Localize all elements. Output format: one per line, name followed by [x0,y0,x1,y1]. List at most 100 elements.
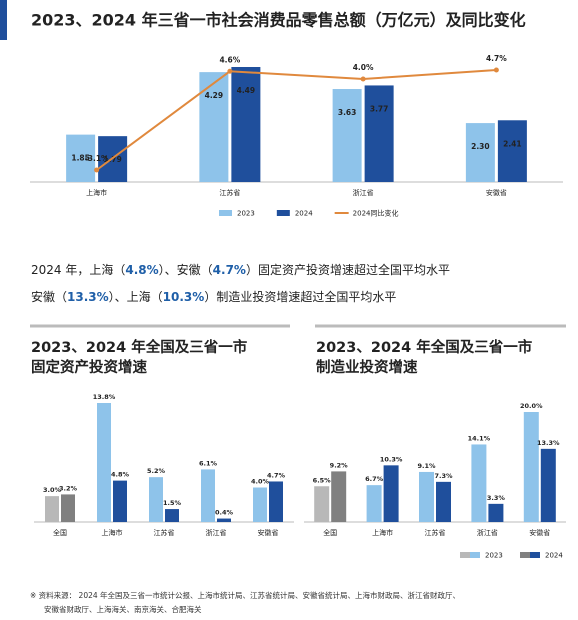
bar [253,487,267,522]
highlight-text: ）制造业投资增速超过全国平均水平 [204,289,396,304]
legend-label: 2024同比变化 [353,209,399,218]
highlight-text: ）固定资产投资增速超过全国平均水平 [246,262,450,277]
line-point [360,76,366,82]
legend-swatch [470,552,480,558]
highlight-line: 安徽（13.3%）、上海（10.3%）制造业投资增速超过全国平均水平 [31,289,396,304]
value-label: 10.3% [380,455,403,463]
highlight-text: ）、上海（ [109,289,163,304]
value-label: 6.7% [365,475,384,483]
highlight-text: 13.3% [67,290,109,304]
chart-title: 2023、2024 年全国及三省一市 [31,338,248,356]
bar [165,509,179,522]
legend-swatch [460,552,470,558]
value-label: 13.8% [93,393,116,401]
value-label: -3.1% [85,154,109,163]
bar [540,448,556,522]
bar [149,477,163,522]
bar [523,412,539,522]
value-label: 4.29 [205,91,224,100]
highlight-text: 10.3% [163,290,205,304]
value-label: 5.2% [147,467,166,475]
legend-label: 2023 [237,210,255,218]
bar [364,85,394,182]
value-label: 20.0% [520,402,543,410]
x-tick-label: 安徽省 [486,188,507,197]
legend-swatch [520,552,530,558]
source: ※ 资料来源： 2024 年全国及三省一市统计公报、上海市统计局、江苏省统计局、… [30,590,460,600]
bar [471,444,487,522]
bar [97,403,111,522]
x-tick-label: 全国 [323,528,337,537]
value-label: 6.5% [313,476,332,484]
bar [314,486,330,522]
legend-swatch [530,552,540,558]
bar [66,134,96,182]
value-label: 3.3% [487,494,506,502]
line-point [493,67,499,73]
value-label: 1.85 [71,154,90,163]
line-point [227,68,233,74]
highlight-text: 安徽（ [31,289,67,304]
bar [383,465,399,522]
bar [332,89,362,182]
chart-title: 2023、2024 年三省一市社会消费品零售总额（万亿元）及同比变化 [31,11,526,30]
value-label: 14.1% [468,434,491,442]
bar [61,494,75,522]
chart-title: 2023、2024 年全国及三省一市 [316,338,533,356]
value-label: 4.0% [353,63,374,72]
line-point [94,167,100,173]
x-tick-label: 上海市 [86,188,107,197]
chart-title: 制造业投资增速 [316,358,418,376]
value-label: 6.1% [199,459,218,467]
legend-label: 2023 [485,552,503,560]
legend-swatch [219,210,232,216]
value-label: 7.3% [434,472,453,480]
bar [436,481,451,522]
x-tick-label: 安徽省 [529,528,550,537]
bar [465,123,495,182]
value-label: 9.1% [417,462,436,470]
bar [231,67,261,182]
line [96,69,497,171]
bar [488,503,504,522]
x-tick-label: 浙江省 [477,528,498,537]
bar [269,481,283,522]
value-label: 3.77 [370,104,389,113]
bar [331,471,347,522]
value-label: 9.2% [330,461,349,469]
highlight-text: 2024 年，上海（ [31,262,125,277]
x-tick-label: 浙江省 [353,188,374,197]
bar [201,469,215,522]
value-label: 4.7% [267,471,286,479]
value-label: 4.0% [251,478,270,486]
x-tick-label: 安徽省 [258,528,279,537]
source: 安徽省财政厅、上海海关、南京海关、合肥海关 [44,604,202,614]
x-tick-label: 江苏省 [219,188,240,197]
value-label: 3.2% [59,484,78,492]
x-tick-label: 江苏省 [154,528,175,537]
value-label: 13.3% [537,439,560,447]
value-label: 4.49 [237,86,256,95]
value-label: 3.63 [338,108,357,117]
bar [217,518,231,522]
legend-label: 2024 [295,210,313,218]
value-label: 2.30 [471,142,490,151]
x-tick-label: 全国 [53,528,67,537]
x-tick-label: 上海市 [102,528,123,537]
bar [366,485,382,522]
bar [45,496,59,522]
highlight-text: ）、安徽（ [159,262,213,277]
legend-swatch [276,210,290,216]
value-label: 3.0% [43,486,62,494]
bar [113,480,127,522]
value-label: 4.8% [111,471,130,479]
bar [497,120,527,182]
x-tick-label: 浙江省 [206,528,227,537]
x-tick-label: 上海市 [372,528,393,537]
value-label: 4.7% [486,54,507,63]
bar [419,471,434,522]
value-label: 0.4% [215,509,234,517]
value-label: 1.5% [163,499,182,507]
